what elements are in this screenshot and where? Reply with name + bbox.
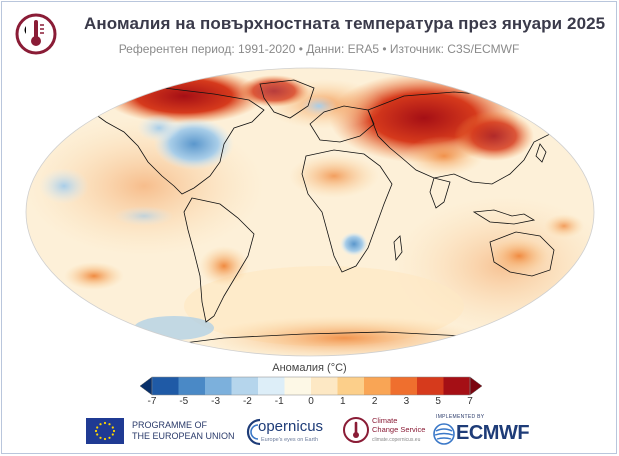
colorbar-tick-labels: -7 -5 -3 -2 -1 0 1 2 3 5 7 <box>0 396 619 410</box>
colorbar-tick-label: 1 <box>340 396 346 407</box>
c3s-text: Climate Change Service <box>372 416 426 434</box>
c3s-line1: Climate <box>372 416 398 425</box>
colorbar-tick-label: -3 <box>211 396 221 407</box>
colorbar-segment <box>258 377 285 395</box>
colorbar-tick-label: 0 <box>308 396 314 407</box>
colorbar-segment <box>417 377 444 395</box>
copernicus-name: opernicus <box>258 418 324 435</box>
colorbar-segment <box>284 377 312 395</box>
anomaly-colorbar <box>140 376 482 396</box>
ecmwf-implemented-by: IMPLEMENTED BY <box>436 414 485 420</box>
colorbar-segment <box>364 377 391 395</box>
colorbar-tick-label: 2 <box>371 396 378 407</box>
colorbar-segment <box>178 377 206 395</box>
eu-programme-text: PROGRAMME OF THE EUROPEAN UNION <box>132 420 235 442</box>
colorbar-tick-label: 3 <box>403 396 410 407</box>
colorbar-segment <box>152 377 179 395</box>
map-subtitle: Референтен период: 1991-2020 • Данни: ER… <box>118 42 520 56</box>
colorbar-tick-label: -1 <box>274 396 284 407</box>
colorbar-title: Аномалия (°C) <box>272 362 347 374</box>
colorbar-tick-label: -7 <box>147 396 157 407</box>
colorbar-tick-label: 7 <box>467 396 473 407</box>
c3s-thermometer-logo <box>15 13 57 55</box>
colorbar-tick-label: -2 <box>242 396 252 407</box>
eu-text-line2: THE EUROPEAN UNION <box>132 431 235 441</box>
copernicus-logo-icon <box>246 418 261 446</box>
map-title: Аномалия на повърхностната температура п… <box>84 14 606 33</box>
copernicus-tagline: Europe's eyes on Earth <box>261 437 319 443</box>
colorbar-segment <box>231 377 259 395</box>
c3s-line2: Change Service <box>372 424 426 434</box>
colorbar-segment <box>443 377 471 395</box>
colorbar-segment <box>390 377 418 395</box>
colorbar-segment <box>205 377 232 395</box>
colorbar-min-arrow <box>140 376 153 396</box>
eu-flag-icon <box>86 418 124 444</box>
eu-text-line1: PROGRAMME OF <box>132 420 208 430</box>
c3s-logo-icon <box>343 417 369 443</box>
colorbar-segment <box>337 377 365 395</box>
colorbar-tick-label: 5 <box>435 396 441 407</box>
colorbar-segment <box>311 377 338 395</box>
world-anomaly-map <box>25 67 595 357</box>
c3s-url: climate.copernicus.eu <box>372 437 421 443</box>
footer-logos: PROGRAMME OF THE EUROPEAN UNION opernicu… <box>0 412 619 452</box>
ecmwf-name: ECMWF <box>456 422 530 444</box>
colorbar-max-arrow <box>469 376 482 396</box>
ecmwf-globe-icon <box>433 423 455 445</box>
colorbar-tick-label: -5 <box>179 396 189 407</box>
